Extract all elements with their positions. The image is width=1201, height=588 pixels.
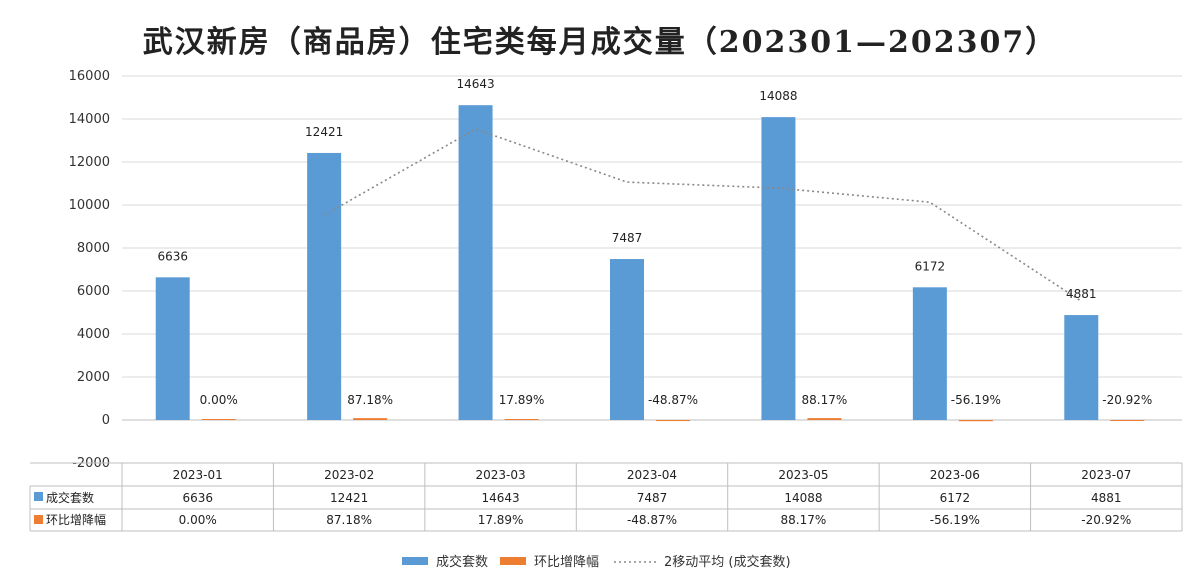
table-row-header-units: 成交套数 xyxy=(46,490,94,505)
table-cell-units: 14643 xyxy=(481,491,519,505)
table-cell-change: -20.92% xyxy=(1081,513,1131,527)
x-tick-label: 2023-01 xyxy=(173,468,223,482)
moving-average-polyline xyxy=(323,128,1082,302)
bar-value-label: 7487 xyxy=(612,231,643,245)
table-cell-change: -48.87% xyxy=(627,513,677,527)
data-labels: 6636 0.00% 12421 87.18% 14643 17.89% 7487 -48.8… xyxy=(157,77,1152,407)
table-cell-change: 0.00% xyxy=(179,513,217,527)
change-bar-2023-05 xyxy=(807,418,842,420)
table-cell-units: 4881 xyxy=(1091,491,1122,505)
table-cell-units: 6636 xyxy=(182,491,213,505)
x-tick-label: 2023-02 xyxy=(324,468,374,482)
bar-value-label: 4881 xyxy=(1066,287,1097,301)
table-cell-change: 17.89% xyxy=(478,513,524,527)
legend-key-change xyxy=(500,557,526,565)
y-tick-label: 4000 xyxy=(77,327,110,342)
table-cell-units: 7487 xyxy=(637,491,668,505)
change-value-label: 87.18% xyxy=(347,393,393,407)
table-cell-change: 87.18% xyxy=(326,513,372,527)
table-row-header-change: 环比增降幅 xyxy=(46,512,106,527)
change-value-label: 88.17% xyxy=(802,393,848,407)
table-cell-change: -56.19% xyxy=(930,513,980,527)
legend-label-units: 成交套数 xyxy=(436,554,488,570)
bars xyxy=(155,105,1145,422)
change-bar-2023-02 xyxy=(353,418,388,420)
change-value-label: -48.87% xyxy=(648,393,698,407)
change-bar-2023-06 xyxy=(958,420,993,422)
x-tick-label: 2023-04 xyxy=(627,468,677,482)
bar-value-label: 6172 xyxy=(915,259,946,273)
change-value-label: 0.00% xyxy=(200,393,238,407)
bar-2023-04 xyxy=(610,259,644,420)
bar-2023-01 xyxy=(155,277,190,420)
x-tick-label: 2023-06 xyxy=(930,468,980,482)
moving-average-line xyxy=(323,128,1082,302)
x-tick-label: 2023-03 xyxy=(476,468,526,482)
legend-label-moving-average: 2移动平均 (成交套数) xyxy=(664,554,791,570)
change-value-label: 17.89% xyxy=(499,393,545,407)
y-tick-label: 2000 xyxy=(77,370,110,385)
bar-2023-03 xyxy=(458,105,493,420)
bar-2023-05 xyxy=(761,117,796,420)
bar-value-label: 14643 xyxy=(456,77,494,91)
data-table: 2023-01 6636 0.00% 2023-02 12421 87.18% 2023-0… xyxy=(29,462,1183,532)
change-bar-2023-04 xyxy=(656,420,690,422)
y-tick-label: 16000 xyxy=(69,69,110,84)
bar-2023-06 xyxy=(912,287,947,420)
change-bar-2023-03 xyxy=(504,419,539,420)
table-cell-units: 12421 xyxy=(330,491,368,505)
change-value-label: -20.92% xyxy=(1102,393,1152,407)
change-bar-2023-01 xyxy=(201,419,236,420)
table-cell-units: 6172 xyxy=(940,491,971,505)
legend-key-units xyxy=(402,557,428,565)
change-value-label: -56.19% xyxy=(951,393,1001,407)
bar-value-label: 14088 xyxy=(759,89,797,103)
y-tick-label: 0 xyxy=(102,413,110,428)
x-tick-label: 2023-05 xyxy=(778,468,828,482)
y-tick-label: 8000 xyxy=(77,241,110,256)
y-tick-label: 6000 xyxy=(77,284,110,299)
legend: 成交套数 环比增降幅 2移动平均 (成交套数) xyxy=(402,554,791,570)
bar-value-label: 12421 xyxy=(305,125,343,139)
change-bar-2023-07 xyxy=(1110,420,1145,421)
legend-label-change: 环比增降幅 xyxy=(534,555,599,570)
table-legend-key-units xyxy=(34,492,43,501)
chart-title: 武汉新房（商品房）住宅类每月成交量（202301—202307） xyxy=(143,25,1058,60)
y-axis: 1600014000120001000080006000400020000-20… xyxy=(69,69,110,471)
y-tick-label: 12000 xyxy=(69,155,110,170)
bar-2023-07 xyxy=(1064,315,1099,420)
table-cell-units: 14088 xyxy=(784,491,822,505)
y-tick-label: 10000 xyxy=(69,198,110,213)
table-cell-change: 88.17% xyxy=(781,513,827,527)
x-tick-label: 2023-07 xyxy=(1081,468,1131,482)
y-tick-label: 14000 xyxy=(69,112,110,127)
table-legend-key-change xyxy=(34,515,43,524)
bar-2023-02 xyxy=(307,152,342,421)
bar-value-label: 6636 xyxy=(157,249,188,263)
